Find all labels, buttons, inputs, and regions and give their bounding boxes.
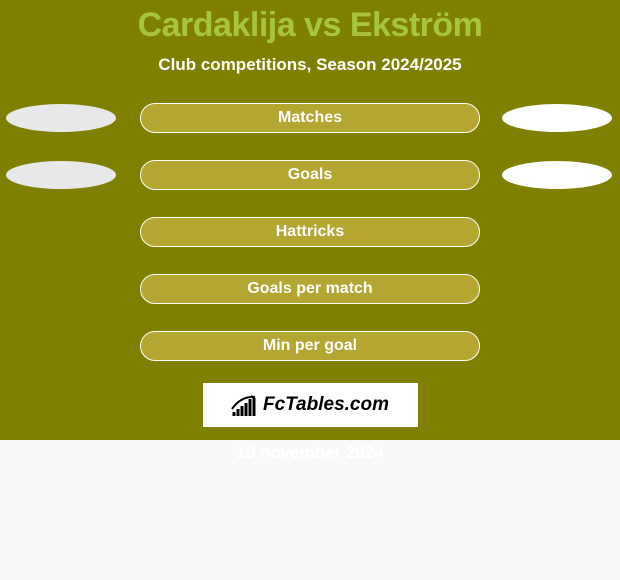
stat-bar: Matches [140,103,480,133]
stat-rows: Matches Goals Hattricks Goals per match Min … [0,103,620,361]
stat-bar: Hattricks [140,217,480,247]
stat-label: Goals [288,166,332,184]
stat-row: Hattricks [0,217,620,247]
logo-box: FcTables.com [203,383,418,427]
value-ellipse-right [502,161,612,189]
page-title: Cardaklija vs Ekström [0,0,620,45]
logo-text: FcTables.com [263,394,389,416]
stat-label: Matches [278,109,342,127]
stat-label: Hattricks [276,223,344,241]
value-ellipse-left [6,104,116,132]
stat-label: Goals per match [247,280,372,298]
stat-row: Min per goal [0,331,620,361]
page-subtitle: Club competitions, Season 2024/2025 [0,55,620,75]
stat-row: Matches [0,103,620,133]
value-ellipse-left [6,161,116,189]
stat-label: Min per goal [263,337,357,355]
stat-row: Goals per match [0,274,620,304]
value-ellipse-right [502,104,612,132]
stat-bar: Min per goal [140,331,480,361]
stat-bar: Goals per match [140,274,480,304]
logo-mark-icon [231,394,257,416]
stat-row: Goals [0,160,620,190]
date-stamp: 10 november 2024 [0,443,620,463]
stat-bar: Goals [140,160,480,190]
